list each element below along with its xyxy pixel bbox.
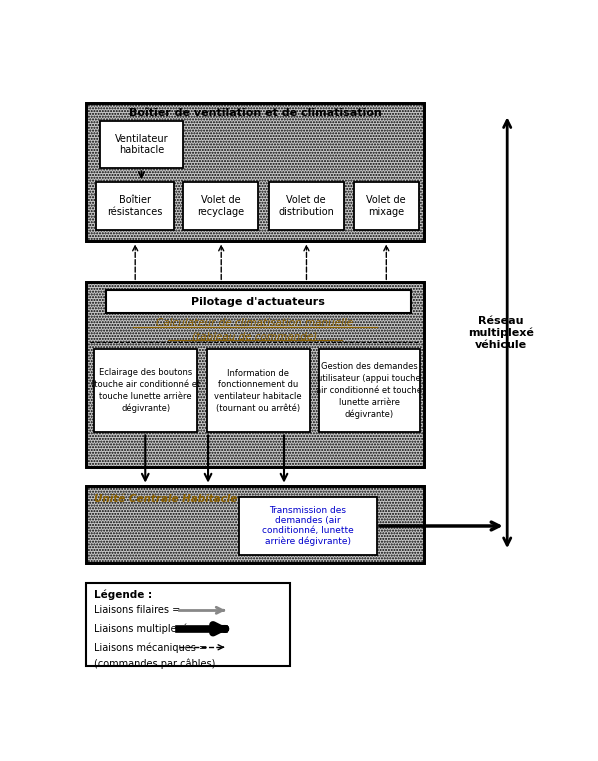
Text: Information de
fonctionnement du
ventilateur habitacle
(tournant ou arrêté): Information de fonctionnement du ventila…	[214, 368, 302, 413]
Bar	[86, 103, 423, 241]
Bar	[96, 182, 174, 230]
Bar	[354, 182, 419, 230]
Bar	[269, 182, 344, 230]
Text: Liaisons mécaniques =: Liaisons mécaniques =	[94, 642, 210, 652]
Text: (tableau de commande): (tableau de commande)	[193, 331, 318, 341]
Text: Volet de
distribution: Volet de distribution	[278, 196, 334, 217]
Text: Liaisons multiplexées =: Liaisons multiplexées =	[94, 623, 213, 634]
Bar	[183, 182, 258, 230]
Bar	[86, 282, 423, 467]
Bar	[86, 583, 290, 666]
Text: Calculateur de climatisation manuelle: Calculateur de climatisation manuelle	[156, 318, 353, 328]
Bar	[86, 486, 423, 562]
Bar	[239, 497, 377, 555]
Bar	[106, 290, 411, 313]
Text: Gestion des demandes
utilisateur (appui touche
air conditionné et touche
lunette: Gestion des demandes utilisateur (appui …	[316, 362, 422, 419]
Text: Transmission des
demandes (air
conditionné, lunette
arrière dégivrante): Transmission des demandes (air condition…	[262, 505, 354, 546]
Text: Réseau
multiplexé
véhicule: Réseau multiplexé véhicule	[468, 316, 534, 349]
Text: Pilotage d'actuateurs: Pilotage d'actuateurs	[191, 297, 325, 307]
Bar	[86, 282, 423, 467]
Text: (commandes par câbles): (commandes par câbles)	[94, 659, 215, 670]
Bar	[94, 349, 197, 432]
Text: Ventilateur
habitacle: Ventilateur habitacle	[115, 134, 168, 155]
Bar	[206, 349, 310, 432]
Text: Unité Centrale Habitacle: Unité Centrale Habitacle	[94, 494, 237, 504]
Text: Boîtier
résistances: Boîtier résistances	[108, 196, 163, 217]
Text: Légende :: Légende :	[94, 590, 152, 600]
Text: Volet de
recyclage: Volet de recyclage	[197, 196, 245, 217]
Bar	[319, 349, 420, 432]
Text: Liaisons filaires =: Liaisons filaires =	[94, 605, 184, 616]
Text: Volet de
mixage: Volet de mixage	[367, 196, 406, 217]
Text: Eclairage des boutons
(touche air conditionné et
touche lunette arrière
dégivran: Eclairage des boutons (touche air condit…	[91, 368, 200, 413]
Bar	[99, 120, 183, 168]
Text: Boîtier de ventilation et de climatisation: Boîtier de ventilation et de climatisati…	[129, 108, 382, 118]
Bar	[86, 103, 423, 241]
Bar	[86, 486, 423, 562]
